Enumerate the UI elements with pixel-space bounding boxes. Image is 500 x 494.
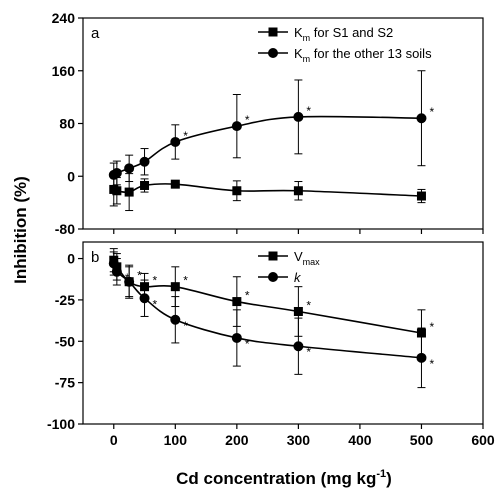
y-tick-label: -80 xyxy=(55,221,75,237)
legend-item: k xyxy=(258,270,302,285)
significance-star: * xyxy=(306,298,311,312)
legend-label-main: V xyxy=(294,249,303,264)
legend-label-rest: for S1 and S2 xyxy=(310,25,393,40)
panel-label: b xyxy=(91,249,99,266)
significance-star: * xyxy=(153,274,158,288)
data-point-square xyxy=(124,187,134,197)
legend-label-sub: m xyxy=(303,54,311,64)
significance-star: * xyxy=(183,129,188,143)
data-point-square xyxy=(170,179,180,189)
legend-marker-circle xyxy=(268,48,278,58)
legend-item: Vmax xyxy=(258,249,320,267)
x-tick-label: 300 xyxy=(287,432,311,448)
y-tick-label: -25 xyxy=(55,292,75,308)
data-point-circle xyxy=(139,293,150,304)
panel-label: a xyxy=(91,25,100,42)
data-point-square xyxy=(416,191,426,201)
y-tick-label: 240 xyxy=(52,10,76,26)
x-tick-label: 400 xyxy=(348,432,372,448)
legend-label-sub: max xyxy=(303,257,321,267)
significance-star: * xyxy=(245,289,250,303)
legend-label-rest: for the other 13 soils xyxy=(310,46,432,61)
data-point-circle xyxy=(124,163,135,174)
x-axis-title-sup: -1 xyxy=(376,468,386,480)
data-point-square xyxy=(232,186,242,196)
data-point-circle xyxy=(293,341,304,352)
series-circle: * * * * xyxy=(108,70,434,188)
significance-star: * xyxy=(306,104,311,118)
panel-a: -80 0 80 160 240 a Km for S1 and S2 * * * * Km for … xyxy=(52,10,484,237)
data-point-square xyxy=(232,297,242,307)
data-point-circle xyxy=(108,258,119,269)
y-tick-label: -75 xyxy=(55,375,75,391)
significance-star: * xyxy=(306,345,311,359)
y-tick-label: 0 xyxy=(67,251,75,267)
x-axis-title-end: ) xyxy=(386,469,392,488)
data-point-circle xyxy=(416,352,427,363)
data-point-square xyxy=(293,306,303,316)
series-square: * * * * * * xyxy=(109,248,434,357)
y-tick-label: -50 xyxy=(55,333,75,349)
series-circle: * * * * * * xyxy=(108,251,434,389)
series-line xyxy=(113,115,422,176)
legend-label-main: k xyxy=(294,270,302,285)
data-point-square xyxy=(140,180,150,190)
series-line xyxy=(113,183,422,197)
data-point-circle xyxy=(111,167,122,178)
significance-star: * xyxy=(137,269,142,283)
legend-item: Km for S1 and S2 xyxy=(258,25,393,43)
legend-label: Km for S1 and S2 xyxy=(294,25,393,43)
legend-marker-square xyxy=(268,27,278,37)
significance-star: * xyxy=(183,319,188,333)
y-axis-title: Inhibition (%) xyxy=(11,176,30,284)
x-tick-label: 200 xyxy=(225,432,249,448)
data-point-square xyxy=(293,186,303,196)
significance-star: * xyxy=(429,357,434,371)
y-tick-label: 0 xyxy=(67,168,75,184)
significance-star: * xyxy=(429,320,434,334)
series-line xyxy=(113,259,422,334)
data-point-circle xyxy=(231,121,242,132)
data-point-circle xyxy=(170,136,181,147)
legend-label-main: K xyxy=(294,25,303,40)
significance-star: * xyxy=(183,274,188,288)
legend-label-sub: m xyxy=(303,33,311,43)
data-point-square xyxy=(112,186,122,196)
legend-marker-square xyxy=(268,251,278,261)
x-tick-label: 600 xyxy=(471,432,495,448)
data-point-circle xyxy=(231,332,242,343)
data-point-circle xyxy=(293,111,304,122)
legend-label: Vmax xyxy=(294,249,320,267)
x-tick-label: 500 xyxy=(410,432,434,448)
data-point-circle xyxy=(111,266,122,277)
significance-star: * xyxy=(245,113,250,127)
data-point-circle xyxy=(139,156,150,167)
x-tick-label: 100 xyxy=(164,432,188,448)
data-point-circle xyxy=(124,276,135,287)
significance-star: * xyxy=(153,297,158,311)
y-tick-label: 80 xyxy=(59,116,75,132)
legend-label-main: K xyxy=(294,46,303,61)
series-square xyxy=(109,172,426,212)
data-point-circle xyxy=(416,113,427,124)
data-point-circle xyxy=(170,314,181,325)
legend-label: k xyxy=(294,270,302,285)
data-point-square xyxy=(170,282,180,292)
plot-frame xyxy=(82,241,484,425)
x-tick-label: 0 xyxy=(110,432,118,448)
legend-item: Km for the other 13 soils xyxy=(258,46,432,64)
legend-label: Km for the other 13 soils xyxy=(294,46,432,64)
significance-star: * xyxy=(429,105,434,119)
significance-star: * xyxy=(245,337,250,351)
y-tick-label: -100 xyxy=(47,416,75,432)
significance-star: * xyxy=(125,271,130,285)
y-tick-label: 160 xyxy=(52,63,76,79)
x-axis-title-main: Cd concentration (mg kg xyxy=(176,469,376,488)
legend-marker-circle xyxy=(268,272,278,282)
x-axis-title: Cd concentration (mg kg-1) xyxy=(176,468,392,488)
